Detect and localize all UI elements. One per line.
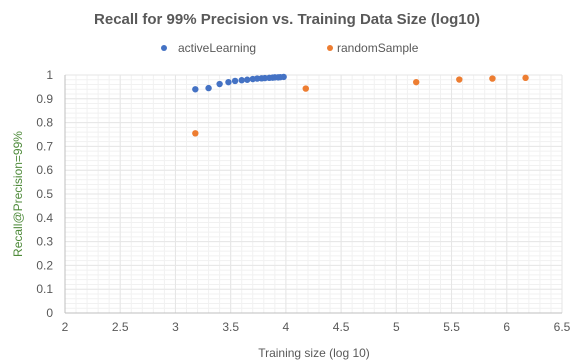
point-randomsample xyxy=(413,78,420,86)
x-tick-label: 3.5 xyxy=(222,320,239,334)
chart-title: Recall for 99% Precision vs. Training Da… xyxy=(94,11,480,28)
point-randomsample xyxy=(302,85,309,92)
point-activelearning xyxy=(244,76,251,83)
x-tick-label: 5.5 xyxy=(443,320,460,334)
point-activelearning xyxy=(192,86,199,93)
y-tick-label: 0 xyxy=(46,306,53,320)
legend: activeLearning randomSample xyxy=(161,41,419,55)
x-tick-label: 3 xyxy=(172,320,179,334)
legend-marker-randomsample xyxy=(327,45,333,51)
legend-label-randomsample: randomSample xyxy=(337,41,419,55)
x-tick-label: 2 xyxy=(62,320,69,334)
y-tick-label: 0.5 xyxy=(36,187,53,201)
y-tick-label: 0.6 xyxy=(36,163,53,177)
point-activelearning xyxy=(280,73,287,81)
point-activelearning xyxy=(205,84,212,92)
y-tick-label: 1 xyxy=(46,68,53,82)
y-tick-label: 0.8 xyxy=(36,116,53,130)
point-activelearning xyxy=(225,78,232,86)
point-activelearning xyxy=(216,80,223,88)
axes xyxy=(64,75,562,314)
x-tick-label: 2.5 xyxy=(112,320,129,334)
y-tick-labels: 0 0.1 0.2 0.3 0.4 0.5 0.6 0.7 0.8 0.9 1 xyxy=(36,68,53,320)
point-activelearning xyxy=(238,77,245,84)
point-randomsample xyxy=(456,76,463,83)
data-points xyxy=(192,73,529,137)
y-tick-label: 0.1 xyxy=(36,282,53,296)
point-randomsample xyxy=(489,75,496,82)
y-tick-label: 0.2 xyxy=(36,258,53,272)
y-axis-label: Recall@Precision=99% xyxy=(11,131,25,257)
point-activelearning xyxy=(231,77,239,85)
x-tick-label: 6 xyxy=(503,320,510,334)
point-randomsample xyxy=(192,130,199,137)
gridlines xyxy=(64,74,563,314)
y-tick-label: 0.7 xyxy=(36,139,53,153)
legend-marker-activelearning xyxy=(161,45,167,51)
x-tick-labels: 2 2.5 3 3.5 4 4.5 5 5.5 6 6.5 xyxy=(62,320,571,334)
x-tick-label: 4 xyxy=(283,320,290,334)
point-randomsample xyxy=(522,74,529,82)
x-tick-label: 5 xyxy=(393,320,400,334)
x-tick-label: 6.5 xyxy=(554,320,571,334)
x-tick-label: 4.5 xyxy=(333,320,350,334)
y-tick-label: 0.4 xyxy=(36,211,53,225)
y-tick-label: 0.3 xyxy=(36,235,53,249)
y-tick-label: 0.9 xyxy=(36,92,53,106)
x-axis-label: Training size (log 10) xyxy=(258,346,370,360)
legend-label-activelearning: activeLearning xyxy=(178,41,256,55)
